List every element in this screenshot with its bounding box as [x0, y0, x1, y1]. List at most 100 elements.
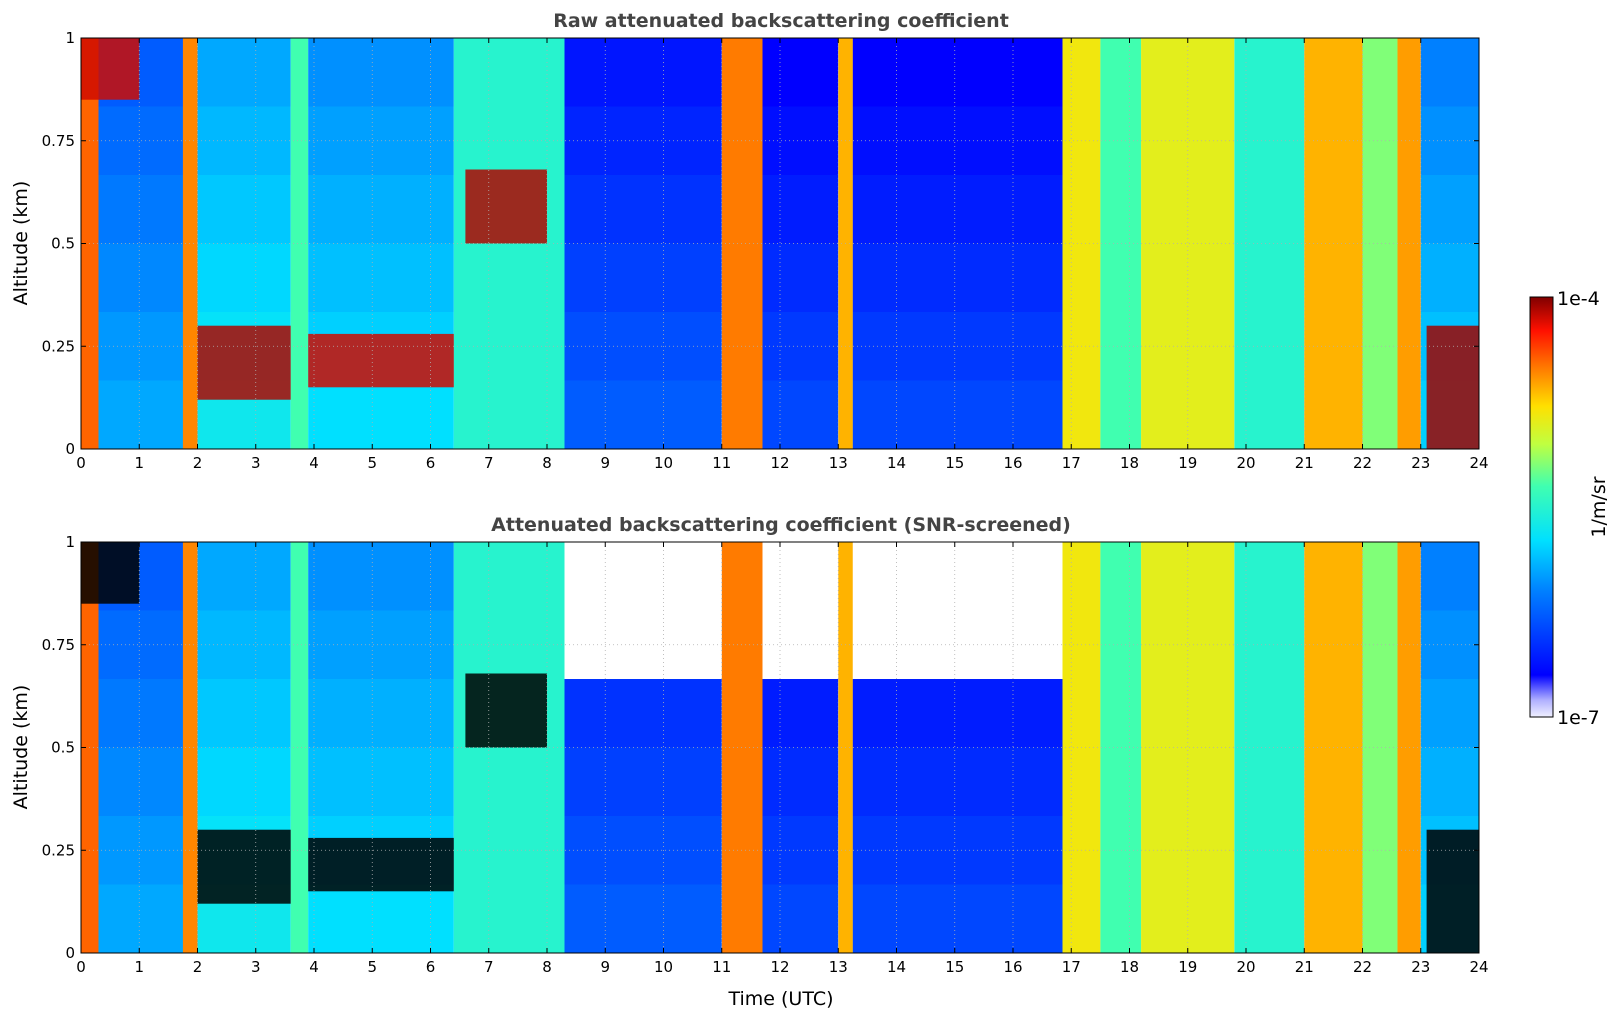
backscatter-feature [1426, 829, 1479, 953]
time-band-cell [762, 884, 839, 953]
time-band-cell [762, 542, 839, 611]
x-tick-label: 16 [1003, 454, 1022, 472]
bottom-panel: Attenuated backscattering coefficient (S… [10, 514, 1489, 1010]
time-band-cell [1100, 243, 1142, 312]
backscatter-feature [308, 837, 454, 892]
x-tick-label: 0 [76, 454, 86, 472]
time-band-cell [838, 747, 853, 816]
time-band-cell [290, 610, 309, 679]
time-band-cell [838, 243, 853, 312]
time-band-cell [81, 175, 99, 244]
bottom-panel-title: Attenuated backscattering coefficient (S… [491, 514, 1071, 536]
x-tick-label: 23 [1411, 958, 1430, 976]
time-band-cell [1062, 884, 1101, 953]
time-band-cell [308, 175, 454, 244]
time-band-cell [197, 175, 291, 244]
x-tick-label: 6 [426, 454, 436, 472]
time-band-cell [182, 243, 198, 312]
bottom-y-ticks: 0 0.25 0.5 0.75 1 [42, 533, 1479, 962]
time-band-cell [564, 679, 722, 748]
time-band-cell [182, 380, 198, 449]
time-band-cell [1062, 542, 1101, 611]
top-panel: Raw attenuated backscattering coefficien… [10, 10, 1489, 472]
y-tick-label: 1 [65, 29, 75, 47]
time-band-cell [1362, 243, 1398, 312]
x-tick-label: 24 [1469, 454, 1488, 472]
time-band-cell [1397, 38, 1421, 107]
time-band-cell [762, 380, 839, 449]
time-band-cell [1362, 38, 1398, 107]
x-tick-label: 13 [829, 454, 848, 472]
time-band-cell [1362, 816, 1398, 885]
time-band-cell [197, 610, 291, 679]
time-band-cell [1141, 542, 1235, 611]
time-band-cell [1234, 243, 1305, 312]
x-tick-label: 1 [134, 454, 144, 472]
time-band-cell [1304, 747, 1363, 816]
time-band-cell [1141, 747, 1235, 816]
time-band-cell [182, 884, 198, 953]
time-band-cell [1100, 542, 1142, 611]
time-band-cell [1397, 175, 1421, 244]
x-tick-label: 2 [193, 958, 203, 976]
x-tick-label: 23 [1411, 454, 1430, 472]
time-band-cell [98, 816, 183, 885]
time-band-cell [182, 816, 198, 885]
x-tick-label: 15 [945, 454, 964, 472]
x-tick-label: 24 [1469, 958, 1488, 976]
time-band-cell [1397, 380, 1421, 449]
time-band-cell [453, 38, 565, 107]
time-band-cell [564, 380, 722, 449]
time-band-cell [197, 106, 291, 175]
time-band-cell [1062, 38, 1101, 107]
time-band-cell [182, 312, 198, 381]
x-tick-label: 11 [712, 454, 731, 472]
time-band-cell [98, 243, 183, 312]
time-band-cell [308, 679, 454, 748]
time-band-cell [182, 679, 198, 748]
time-band-cell [197, 243, 291, 312]
time-band-cell [1304, 679, 1363, 748]
time-band-cell [1362, 106, 1398, 175]
time-band-cell [1141, 679, 1235, 748]
top-panel-title: Raw attenuated backscattering coefficien… [553, 10, 1009, 32]
time-band-cell [1100, 816, 1142, 885]
x-tick-label: 22 [1353, 958, 1372, 976]
colorbar-gradient [1529, 296, 1554, 718]
time-band-cell [182, 610, 198, 679]
time-band-cell [721, 679, 763, 748]
time-band-cell [1141, 106, 1235, 175]
x-tick-label: 14 [887, 958, 906, 976]
time-band-cell [290, 884, 309, 953]
time-band-cell [564, 38, 722, 107]
time-band-cell [182, 542, 198, 611]
time-band-cell [1304, 38, 1363, 107]
x-tick-label: 13 [829, 958, 848, 976]
time-band-cell [838, 884, 853, 953]
x-tick-label: 18 [1120, 958, 1139, 976]
time-band-cell [852, 243, 1063, 312]
colorbar-label: 1/m/sr [1588, 476, 1610, 537]
x-tick-label: 5 [367, 958, 377, 976]
y-tick-label: 0.5 [51, 739, 75, 757]
x-tick-label: 9 [600, 454, 610, 472]
time-band-cell [1234, 542, 1305, 611]
colorbar-max-label: 1e-4 [1557, 288, 1600, 310]
time-band-cell [1100, 312, 1142, 381]
x-tick-label: 8 [542, 454, 552, 472]
colorbar-min-label: 1e-7 [1557, 707, 1600, 729]
backscatter-feature [81, 542, 140, 604]
time-band-cell [564, 884, 722, 953]
time-band-cell [98, 610, 183, 679]
time-band-cell [98, 380, 183, 449]
y-tick-label: 0 [65, 944, 75, 962]
time-band-cell [721, 243, 763, 312]
time-band-cell [564, 243, 722, 312]
y-tick-label: 0.25 [42, 841, 75, 859]
x-tick-label: 14 [887, 454, 906, 472]
time-band-cell [1362, 312, 1398, 381]
time-band-cell [290, 243, 309, 312]
time-band-cell [81, 380, 99, 449]
time-band-cell [1100, 679, 1142, 748]
time-band-cell [564, 610, 722, 679]
